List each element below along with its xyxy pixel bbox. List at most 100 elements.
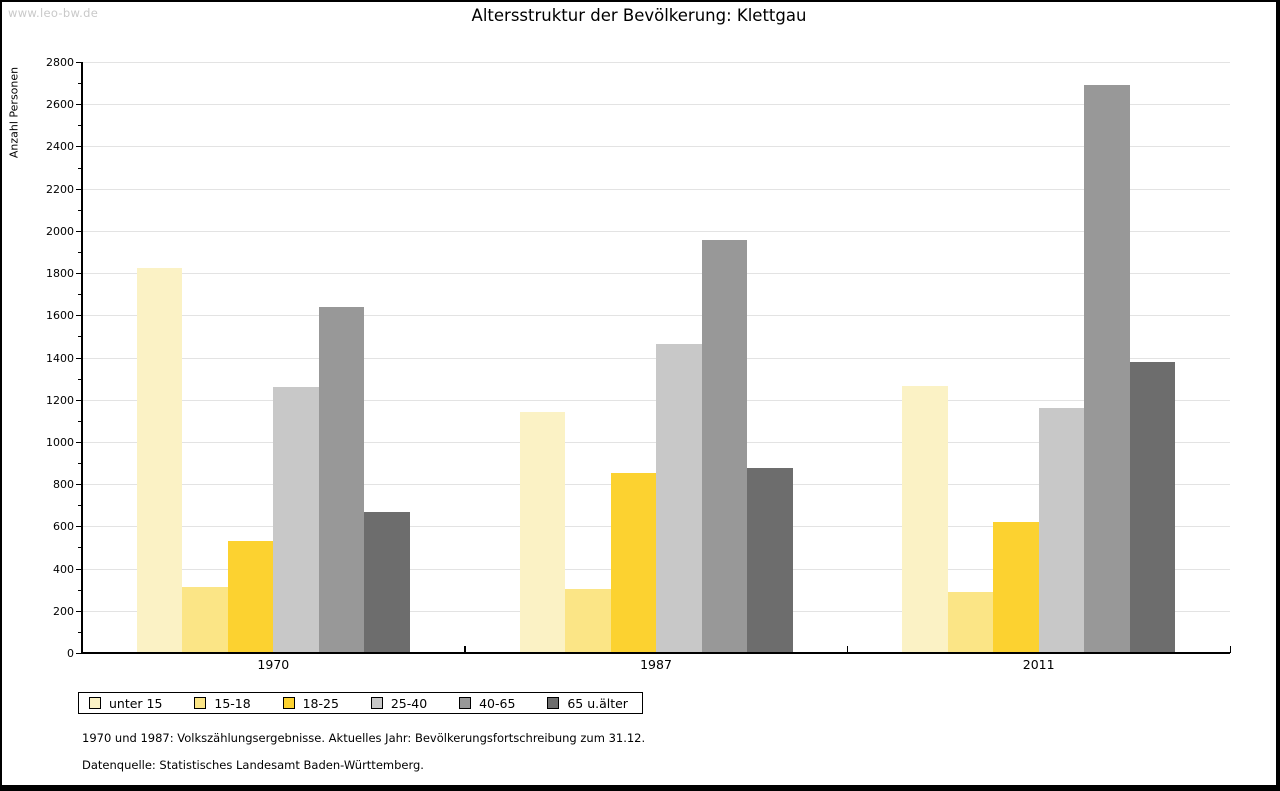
y-tick-2200 <box>76 188 82 190</box>
gridline-2600 <box>82 104 1230 106</box>
footnote-datasource: Datenquelle: Statistisches Landesamt Bad… <box>82 758 424 772</box>
y-tick-200 <box>76 610 82 612</box>
y-tick-label-2400: 2400 <box>46 140 74 154</box>
bar-40-65-2011 <box>1084 85 1130 653</box>
y-tick-label-2200: 2200 <box>46 182 74 196</box>
bar-25-40-1987 <box>656 343 702 653</box>
legend-item-unter-15: unter 15 <box>89 696 162 711</box>
y-tick-0 <box>76 653 82 654</box>
y-tick-600 <box>76 526 82 528</box>
y-tick-label-200: 200 <box>53 604 74 618</box>
y-tick-label-1200: 1200 <box>46 393 74 407</box>
y-tick-label-1000: 1000 <box>46 435 74 449</box>
y-tick-label-1800: 1800 <box>46 267 74 281</box>
x-boundary-tick-3 <box>1229 646 1231 653</box>
y-tick-label-2600: 2600 <box>46 98 74 112</box>
y-minor-tick-2300 <box>78 167 82 169</box>
x-axis-line <box>81 652 1230 654</box>
y-minor-tick-700 <box>78 505 82 507</box>
x-boundary-tick-1 <box>464 646 466 653</box>
y-tick-label-2000: 2000 <box>46 224 74 238</box>
legend-label: 15-18 <box>214 695 251 711</box>
gridline-2000 <box>82 230 1230 232</box>
bar-15-18-1987 <box>565 588 611 653</box>
y-tick-400 <box>76 568 82 570</box>
legend-swatch-25-40 <box>370 697 383 709</box>
bar-25-40-2011 <box>1038 408 1085 653</box>
legend-swatch-40-65 <box>459 697 472 709</box>
bar-15-18-2011 <box>947 591 994 653</box>
y-axis-line <box>81 62 83 653</box>
legend-label: unter 15 <box>109 695 163 711</box>
y-tick-800 <box>76 484 82 486</box>
gridline-2400 <box>82 146 1230 148</box>
y-tick-1800 <box>76 273 82 275</box>
y-minor-tick-2700 <box>78 83 82 85</box>
y-tick-label-0: 0 <box>67 647 74 660</box>
y-tick-label-2800: 2800 <box>46 56 74 69</box>
legend: unter 15 15-18 18-25 25-40 40-65 65 u.älter <box>78 692 643 714</box>
bar-65-u-lter-1987 <box>747 468 793 653</box>
y-tick-1000 <box>76 441 82 443</box>
bar-65-u-lter-2011 <box>1129 361 1176 653</box>
bar-unter-15-1987 <box>519 412 565 653</box>
bar-18-25-1987 <box>610 472 656 653</box>
y-tick-1600 <box>76 315 82 317</box>
y-minor-tick-500 <box>78 547 82 549</box>
legend-swatch-unter-15 <box>89 697 101 709</box>
x-boundary-tick-2 <box>846 646 849 653</box>
bar-25-40-1970 <box>273 387 319 653</box>
gridline-2800 <box>82 62 1230 63</box>
legend-item-25-40: 25-40 <box>370 695 428 711</box>
y-tick-2600 <box>76 104 82 106</box>
bar-15-18-1970 <box>182 586 228 653</box>
legend-swatch-65-u-lter <box>547 697 560 709</box>
y-minor-tick-1100 <box>78 420 82 422</box>
bar-18-25-2011 <box>993 522 1039 653</box>
bar-18-25-1970 <box>227 541 274 653</box>
y-minor-tick-2500 <box>78 125 82 127</box>
y-axis-title: Anzahl Personen <box>7 66 21 159</box>
bar-40-65-1987 <box>701 240 747 653</box>
y-tick-2800 <box>76 62 82 63</box>
watermark: www.leo-bw.de <box>8 6 99 20</box>
footnote-sources: 1970 und 1987: Volkszählungsergebnisse. … <box>82 731 646 745</box>
legend-item-15-18: 15-18 <box>194 695 251 711</box>
gridline-2200 <box>82 188 1230 190</box>
y-tick-label-600: 600 <box>53 520 74 534</box>
gridline-1800 <box>82 273 1230 275</box>
y-minor-tick-1500 <box>78 336 82 338</box>
page-title: Altersstruktur der Bevölkerung: Klettgau <box>471 6 807 25</box>
x-tick-label-2011: 2011 <box>1022 657 1055 672</box>
y-tick-1400 <box>76 357 82 359</box>
y-tick-1200 <box>76 399 82 401</box>
y-minor-tick-1900 <box>78 251 82 253</box>
bar-unter-15-1970 <box>136 267 183 653</box>
legend-label: 40-65 <box>479 695 516 711</box>
y-tick-label-800: 800 <box>53 478 74 492</box>
legend-swatch-15-18 <box>194 697 207 709</box>
y-minor-tick-1700 <box>78 294 82 296</box>
y-tick-2400 <box>76 146 82 148</box>
bar-40-65-1970 <box>318 306 365 653</box>
y-minor-tick-1300 <box>78 378 82 380</box>
legend-label: 65 u.älter <box>567 695 628 711</box>
y-minor-tick-100 <box>78 631 82 633</box>
bar-unter-15-2011 <box>902 385 948 653</box>
y-tick-label-1400: 1400 <box>46 351 74 365</box>
y-tick-label-400: 400 <box>53 562 74 576</box>
legend-item-18-25: 18-25 <box>282 695 339 711</box>
y-minor-tick-300 <box>78 589 82 591</box>
gridline-1600 <box>82 315 1230 317</box>
y-minor-tick-2100 <box>78 209 82 211</box>
x-tick-label-1987: 1987 <box>640 657 672 672</box>
legend-label: 18-25 <box>302 695 339 711</box>
bar-65-u-lter-1970 <box>364 511 410 653</box>
legend-label: 25-40 <box>390 695 428 711</box>
y-tick-2000 <box>76 230 82 232</box>
legend-item-65-u-lter: 65 u.älter <box>547 696 628 711</box>
legend-item-40-65: 40-65 <box>459 696 515 711</box>
plot-area: 1970 1987 2011 0 200 400 600 800 1000 1200 1400 160… <box>46 56 1231 672</box>
x-tick-label-1970: 1970 <box>257 657 290 672</box>
